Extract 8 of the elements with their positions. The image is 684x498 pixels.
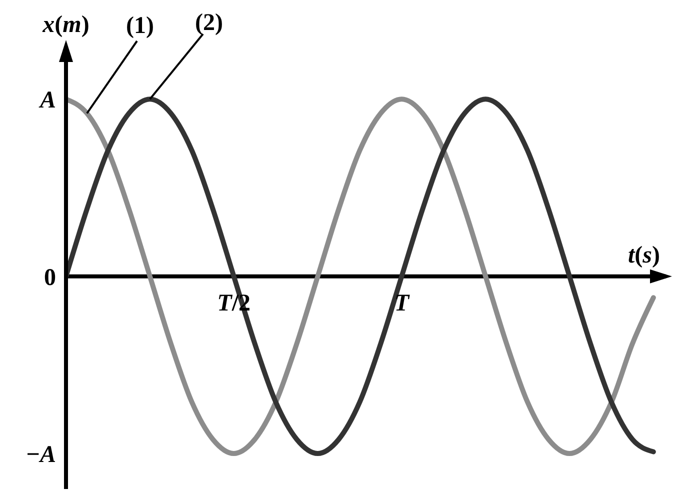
x-tick-label: T [394,290,410,316]
text: −A [26,442,56,468]
text: (2) [195,10,223,36]
text: A [38,88,56,114]
text: 0 [44,264,56,291]
y-axis-title: x(m) [42,12,90,38]
text: (1) [126,13,154,39]
x-axis-title: t(s) [628,242,660,268]
